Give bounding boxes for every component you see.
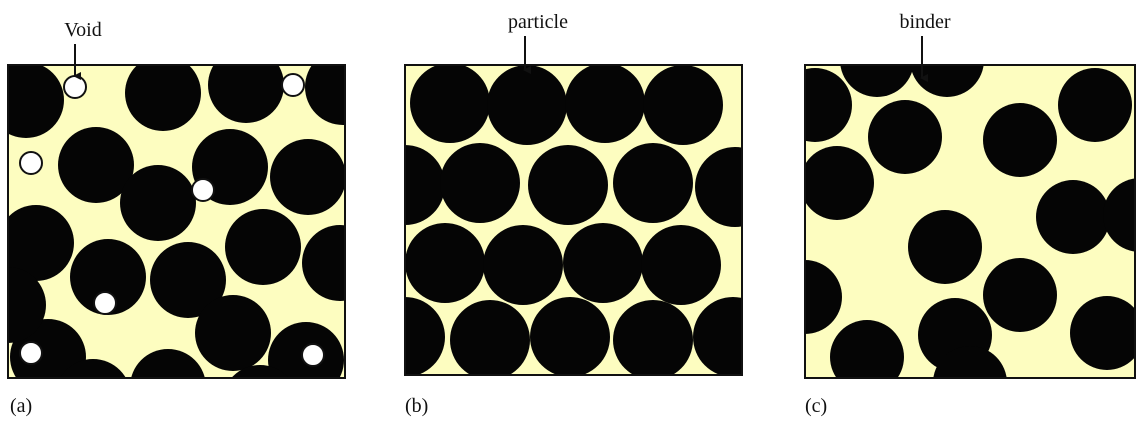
caption: (a) (10, 395, 32, 417)
particle (868, 100, 942, 174)
particle (563, 223, 643, 303)
particle (613, 143, 693, 223)
particle (643, 65, 723, 145)
particle (830, 320, 904, 394)
particle (565, 63, 645, 143)
void (94, 292, 116, 314)
label: binder (899, 11, 950, 33)
caption: (c) (805, 395, 827, 417)
panel-b: particle (b) (365, 11, 775, 417)
panel-a: Void (a) (0, 19, 381, 421)
caption: (b) (405, 395, 428, 417)
label: Void (64, 19, 101, 41)
particle (302, 225, 378, 301)
void (20, 342, 42, 364)
particle (487, 65, 567, 145)
particle (450, 300, 530, 380)
void (20, 152, 42, 174)
particle (305, 49, 381, 125)
particle (208, 47, 284, 123)
label: particle (508, 11, 568, 33)
particle (933, 346, 1007, 420)
particle (225, 209, 301, 285)
void (192, 179, 214, 201)
particle (1058, 68, 1132, 142)
particle (800, 146, 874, 220)
particle (778, 68, 852, 142)
particle (530, 297, 610, 377)
particle (613, 300, 693, 380)
particle (641, 225, 721, 305)
panel-c: binder (c) (768, 11, 1136, 420)
particle (1036, 180, 1110, 254)
particle (983, 103, 1057, 177)
figure: Void (a) particle (b) binder (c) (0, 0, 1136, 421)
particle (483, 225, 563, 305)
particle (120, 165, 196, 241)
particle (440, 143, 520, 223)
particle (695, 147, 775, 227)
particle (840, 23, 914, 97)
particle (693, 297, 773, 377)
particle (195, 295, 271, 371)
particle (983, 258, 1057, 332)
void (282, 74, 304, 96)
particle (410, 63, 490, 143)
particle (908, 210, 982, 284)
particle (270, 139, 346, 215)
void (64, 76, 86, 98)
particle (405, 223, 485, 303)
particle (528, 145, 608, 225)
particle (125, 55, 201, 131)
void (302, 344, 324, 366)
